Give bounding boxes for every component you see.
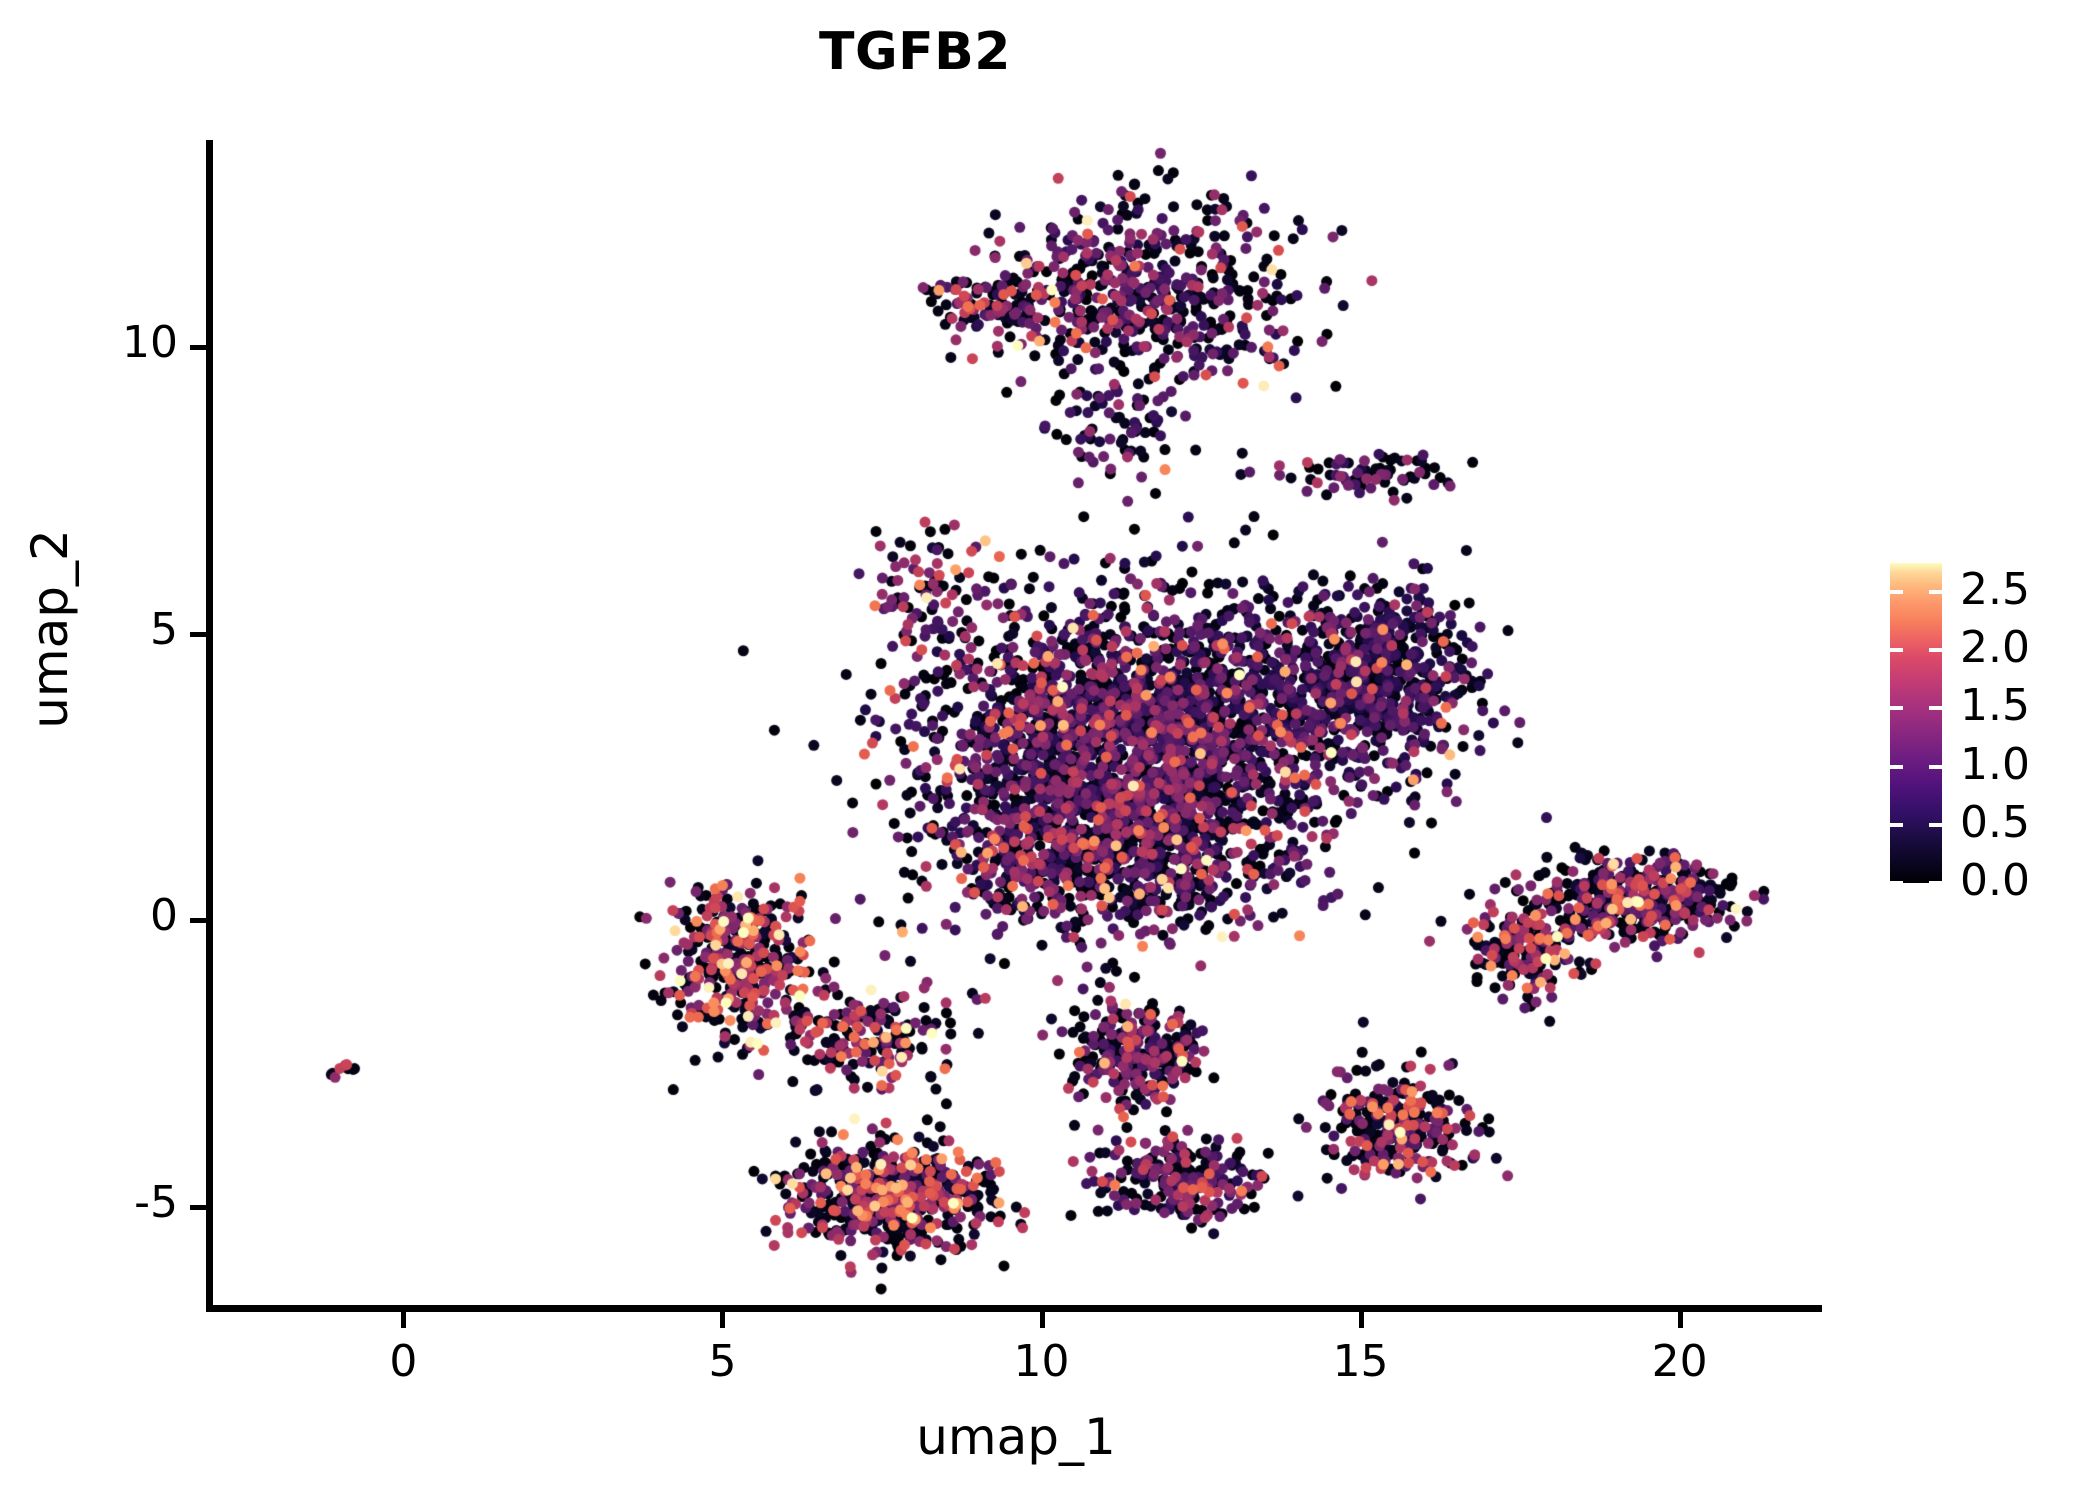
colorbar: 2.5 2.0 1.5 1.0 0.5 0.0	[1890, 563, 2070, 903]
x-tick-mark	[1039, 1312, 1045, 1328]
y-tick-mark	[190, 344, 206, 350]
colorbar-gradient	[1890, 563, 1942, 883]
colorbar-tick-label: 0.0	[1960, 855, 2030, 906]
colorbar-tick	[1929, 881, 1942, 885]
colorbar-tick-label: 1.5	[1960, 680, 2030, 732]
colorbar-tick	[1890, 590, 1903, 595]
y-tick-label: 5	[150, 603, 178, 655]
chart-title: TGFB2	[819, 22, 1011, 82]
umap-scatter-points	[212, 140, 1820, 1305]
colorbar-tick	[1890, 764, 1903, 769]
colorbar-tick	[1890, 881, 1903, 885]
colorbar-tick	[1929, 706, 1942, 711]
x-tick-label: 10	[1013, 1336, 1070, 1387]
x-tick-mark	[1677, 1312, 1683, 1328]
x-tick-label: 0	[389, 1336, 418, 1387]
y-tick-mark	[190, 631, 206, 637]
colorbar-tick-label: 2.5	[1960, 564, 2030, 616]
x-axis-spine	[206, 1305, 1822, 1312]
y-axis-spine	[206, 140, 213, 1312]
y-tick-mark	[190, 918, 206, 924]
colorbar-tick	[1890, 706, 1903, 711]
y-tick-label: -5	[134, 1177, 178, 1229]
x-axis-label: umap_1	[916, 1408, 1116, 1466]
colorbar-tick-label: 0.5	[1960, 796, 2030, 848]
colorbar-tick	[1929, 822, 1942, 827]
x-tick-label: 20	[1651, 1336, 1708, 1387]
colorbar-tick	[1929, 590, 1942, 595]
scatter-plot-area[interactable]	[212, 140, 1820, 1305]
x-tick-mark	[1358, 1312, 1364, 1328]
colorbar-tick	[1890, 648, 1903, 653]
colorbar-tick	[1929, 648, 1942, 653]
y-axis-label: umap_2	[21, 529, 79, 729]
x-tick-label: 5	[708, 1336, 737, 1387]
colorbar-tick-label: 2.0	[1960, 622, 2030, 674]
colorbar-tick-label: 1.0	[1960, 738, 2030, 790]
y-tick-mark	[190, 1205, 206, 1211]
colorbar-tick	[1929, 764, 1942, 769]
y-tick-label: 0	[150, 890, 178, 942]
colorbar-tick	[1890, 822, 1903, 827]
x-tick-mark	[401, 1312, 407, 1328]
x-tick-mark	[720, 1312, 726, 1328]
x-tick-label: 15	[1332, 1336, 1389, 1387]
y-tick-label: 10	[122, 316, 178, 368]
